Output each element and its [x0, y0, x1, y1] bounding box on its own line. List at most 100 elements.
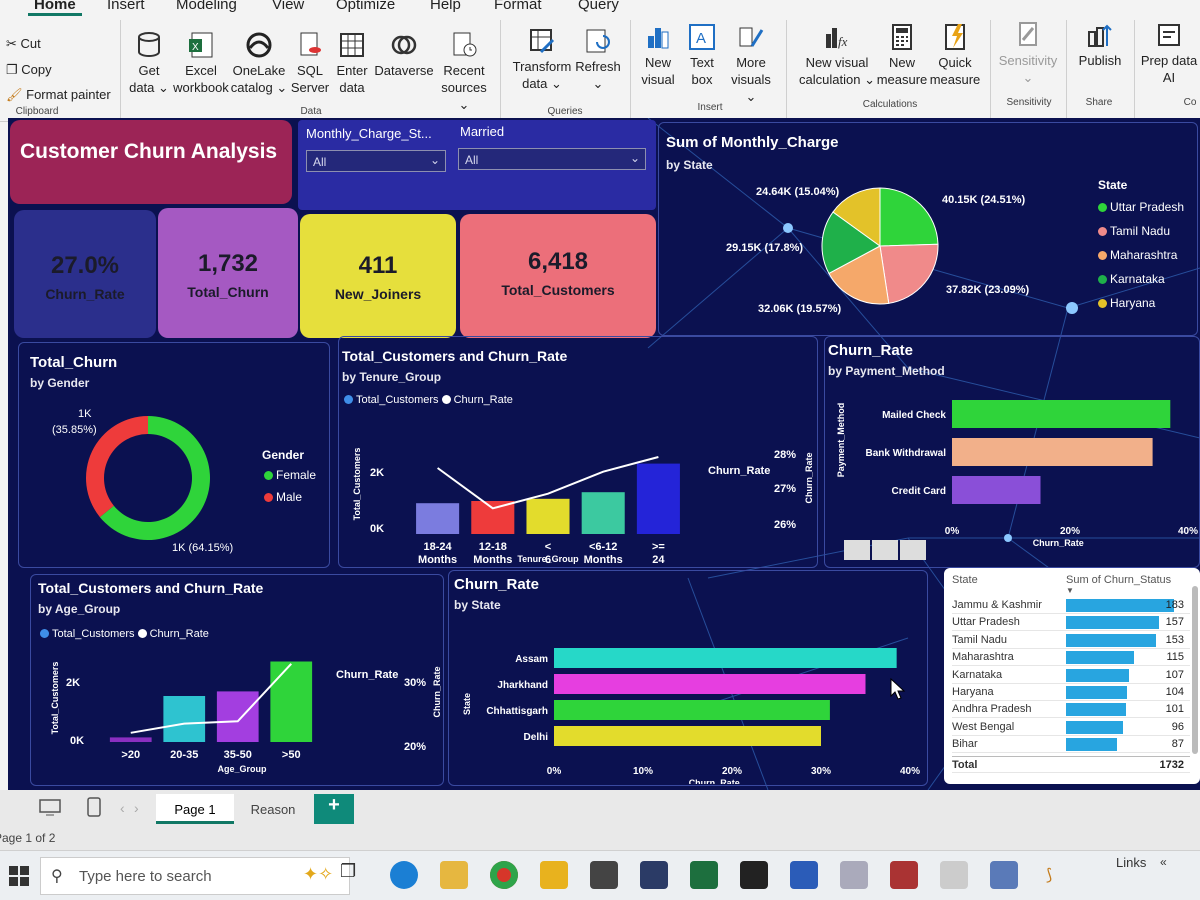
get-data-button[interactable]: Get data ⌄: [126, 30, 172, 96]
tab-format[interactable]: Format: [494, 0, 542, 13]
copy-button[interactable]: ❐ Copy: [6, 62, 52, 78]
table-row[interactable]: Jammu & Kashmir 183: [952, 597, 1190, 614]
pie-legend-item[interactable]: Karnataka: [1098, 272, 1165, 286]
tab-view[interactable]: View: [272, 0, 305, 13]
state-bar-visual[interactable]: [448, 570, 928, 786]
table-row[interactable]: West Bengal 96: [952, 719, 1190, 736]
state-chart[interactable]: Assam Jharkhand Chhattisgarh Delhi 0% 10% 20% 3…: [448, 618, 928, 784]
more-visuals-button[interactable]: More visuals ⌄: [724, 22, 778, 105]
page-tab-1[interactable]: Page 1: [156, 794, 234, 824]
x-tick-label: 30%: [811, 766, 831, 777]
tab-modeling[interactable]: Modeling: [176, 0, 237, 13]
table-row[interactable]: Tamil Nadu 153: [952, 632, 1190, 649]
task-view-icon[interactable]: ❐: [340, 861, 357, 881]
bar: [581, 492, 625, 534]
married-dropdown[interactable]: All ⌄: [458, 148, 646, 170]
bar: [109, 737, 152, 742]
app-icon[interactable]: [890, 861, 918, 889]
recent-sources-button[interactable]: Recent sources ⌄: [436, 30, 492, 113]
scroll-left-icon[interactable]: ‹: [120, 800, 125, 816]
page-tab-reason[interactable]: Reason: [250, 802, 296, 817]
dataverse-button[interactable]: Dataverse: [372, 30, 436, 79]
text-box-button[interactable]: A Text box: [680, 22, 724, 88]
age-chart[interactable]: >20 20-35 35-50 >50 2K 0K 30% 20% Churn_Rate Age_…: [34, 646, 442, 782]
table-header-churn[interactable]: Sum of Churn_Status: [1066, 574, 1172, 586]
onelake-catalog-button[interactable]: OneLake catalog ⌄: [230, 30, 288, 96]
table-row[interactable]: Andhra Pradesh 101: [952, 701, 1190, 719]
tab-optimize[interactable]: Optimize: [336, 0, 396, 13]
tab-help[interactable]: Help: [430, 0, 461, 13]
state-table[interactable]: State Sum of Churn_Status ▼ Jammu & Kash…: [944, 568, 1200, 784]
app-star-icon[interactable]: [640, 861, 668, 889]
pie-legend-item[interactable]: Maharashtra: [1098, 248, 1177, 262]
app-icon[interactable]: ⟆: [1046, 867, 1053, 884]
transform-data-button[interactable]: Transform data ⌄: [510, 26, 574, 92]
age-combo-visual[interactable]: [30, 574, 444, 786]
prep-data-ai-button[interactable]: Prep data AI: [1138, 20, 1200, 86]
taskbar-search-box[interactable]: ⚲ Type here to search ✦✧: [40, 857, 350, 895]
file-explorer-icon[interactable]: [440, 861, 468, 889]
table-row[interactable]: Maharashtra 115: [952, 649, 1190, 667]
donut-legend-item[interactable]: Female: [264, 468, 316, 482]
table-row[interactable]: Bihar 87: [952, 736, 1190, 754]
donut-chart[interactable]: [82, 412, 214, 544]
new-visual-button[interactable]: New visual: [636, 22, 680, 88]
more-options-icon[interactable]: [900, 540, 926, 560]
new-measure-button[interactable]: New measure: [876, 22, 928, 88]
filter-icon[interactable]: [872, 540, 898, 560]
focus-mode-icon[interactable]: [844, 540, 870, 560]
tenure-combo-visual[interactable]: [338, 336, 818, 568]
enter-data-button[interactable]: Enter data: [332, 30, 372, 96]
pie-legend-item[interactable]: Haryana: [1098, 296, 1155, 310]
windows-start-icon[interactable]: [8, 865, 30, 887]
payment-chart[interactable]: Mailed Check Bank Withdrawal Credit Card 0%…: [824, 388, 1200, 558]
cut-button[interactable]: ✂ Cut: [6, 36, 41, 52]
tenure-legend: Total_Customers Churn_Rate: [344, 394, 513, 406]
refresh-button[interactable]: Refresh ⌄: [574, 26, 622, 92]
power-bi-icon[interactable]: [540, 861, 568, 889]
format-painter-label: Format painter: [26, 87, 111, 102]
new-visual-calculation-button[interactable]: fx New visual calculation ⌄: [792, 22, 882, 88]
format-painter-button[interactable]: 🖌 Format painter: [6, 87, 111, 103]
app-icon[interactable]: [590, 861, 618, 889]
table-row[interactable]: Karnataka 107: [952, 667, 1190, 684]
table-scrollbar[interactable]: [1192, 586, 1198, 754]
tab-query[interactable]: Query: [578, 0, 619, 13]
publish-button[interactable]: Publish: [1072, 20, 1128, 69]
monthly-charge-dropdown[interactable]: All ⌄: [306, 150, 446, 172]
taskbar-links[interactable]: Links: [1116, 855, 1147, 870]
pie-legend-item[interactable]: Uttar Pradesh: [1098, 200, 1184, 214]
copy-label: Copy: [21, 62, 52, 77]
app-icon[interactable]: [840, 861, 868, 889]
dropdown-value: All: [465, 153, 479, 167]
y2-tick-label: 26%: [774, 519, 796, 531]
scroll-right-icon[interactable]: ›: [134, 800, 139, 816]
tab-home[interactable]: Home: [28, 0, 82, 16]
app-icon[interactable]: [940, 861, 968, 889]
excel-workbook-button[interactable]: X Excel workbook: [172, 30, 230, 96]
mobile-view-icon[interactable]: [86, 796, 102, 818]
chrome-icon[interactable]: [490, 861, 518, 889]
table-row[interactable]: Haryana 104: [952, 684, 1190, 701]
excel-taskbar-icon[interactable]: [690, 861, 718, 889]
pie-chart[interactable]: [818, 184, 942, 308]
app-icon[interactable]: [740, 861, 768, 889]
tab-insert[interactable]: Insert: [107, 0, 145, 13]
pie-visual[interactable]: [658, 122, 1198, 336]
sort-desc-icon[interactable]: ▼: [1066, 586, 1074, 595]
tenure-chart[interactable]: 18-24Months12-18Months<6Months<6-12Month…: [344, 414, 814, 564]
donut-legend-item[interactable]: Male: [264, 490, 302, 504]
add-page-button[interactable]: +: [314, 794, 354, 824]
desktop-view-icon[interactable]: [38, 798, 62, 816]
edge-icon[interactable]: [390, 861, 418, 889]
sql-server-button[interactable]: SQL Server: [288, 30, 332, 96]
quick-measure-button[interactable]: Quick measure: [928, 22, 982, 88]
word-icon[interactable]: [790, 861, 818, 889]
sensitivity-button[interactable]: Sensitivity ⌄: [996, 20, 1060, 86]
app-icon[interactable]: [990, 861, 1018, 889]
pie-legend-item[interactable]: Tamil Nadu: [1098, 224, 1170, 238]
table-row[interactable]: Uttar Pradesh 157: [952, 614, 1190, 632]
table-header-state[interactable]: State: [952, 574, 978, 586]
donut-visual[interactable]: [18, 342, 330, 568]
links-chevron-icon[interactable]: «: [1160, 855, 1167, 869]
